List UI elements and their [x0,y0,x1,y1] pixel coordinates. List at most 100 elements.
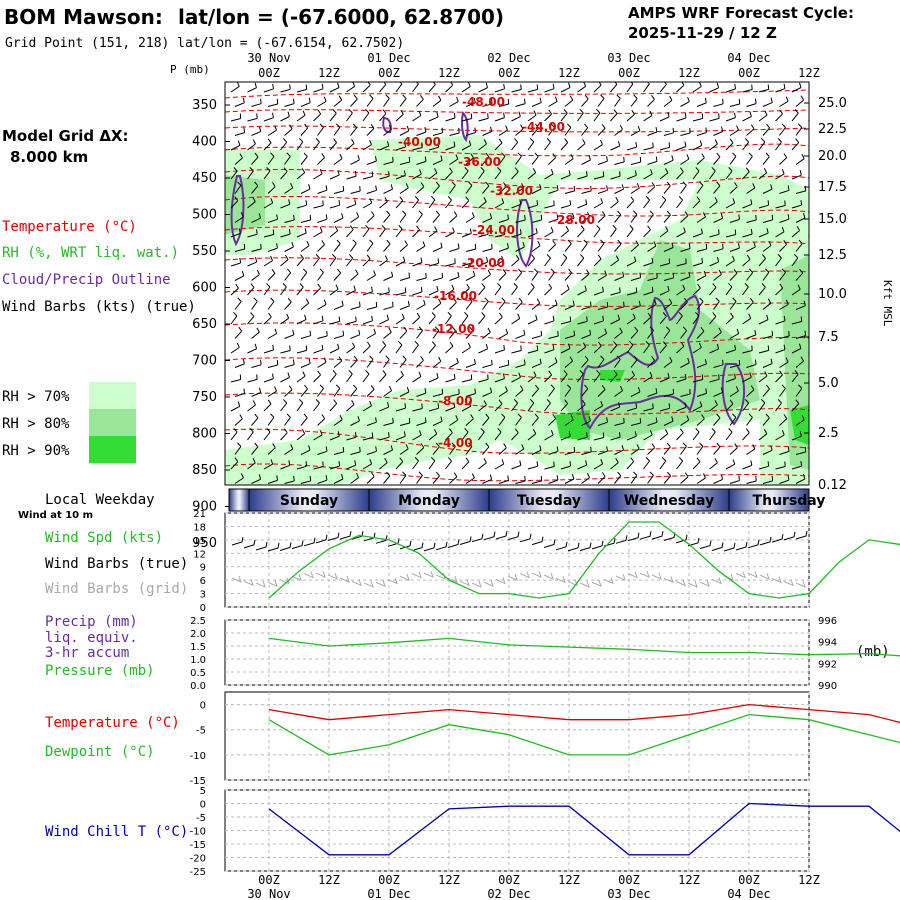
time-tick-label: 00Z [258,873,280,887]
cloud-outline [382,116,392,134]
temperature-contour [225,257,809,275]
cloud-outline [230,175,245,247]
precip-accum-label: 3-hr accum [45,645,129,661]
precip-tick-label: 0.0 [190,681,206,692]
time-tick-label: 00Z [738,873,760,887]
pressure-tick-label: 800 [192,427,217,442]
temperature-contour [225,289,809,307]
time-tick-label: 12Z [318,873,340,887]
y-tick-label: 9 [200,563,206,574]
precip-tick-label: 2.5 [190,616,206,627]
pressure-axis-label: P (mb) [170,63,210,76]
temperature-contour [225,226,809,245]
height-tick-label: 25.0 [818,96,847,111]
weekday-label: Local Weekday [45,492,155,508]
wind-speed-label: Wind Spd (kts) [45,530,163,546]
weekday-day-label: Tuesday [517,493,581,509]
wind-height-note: Wind at 10 m [18,510,93,521]
temperature-contour [225,463,809,482]
time-tick-label: 12Z [558,873,580,887]
time-tick-label: 00Z [378,66,400,80]
y-tick-label: -5 [196,813,206,824]
panel-frame [224,512,810,608]
weekday-cell [489,489,609,511]
y-tick-label: 6 [200,576,206,587]
pressure-tick-label: 500 [192,208,217,223]
cross-section-frame [224,81,810,486]
model-grid-value: 8.000 km [10,148,88,166]
wind-speed-line [268,521,900,599]
pressure-tick-label: 900 [192,500,217,515]
y-tick-label: 12 [193,549,206,560]
precip-liq-label: liq. equiv. [45,630,138,646]
time-tick-label: 12Z [678,66,700,80]
temperature-contour-label: -20.00 [462,256,505,270]
pressure-tick-label: 990 [818,681,837,692]
rh-shading [560,240,760,440]
time-axis: 00Z 12Z 00Z 12Z 00Z 12Z 00Z 12Z 00Z 12Z 30 Nov 01 D… [247,51,820,900]
rh-shading [555,410,590,440]
pressure-tick-label: 450 [192,171,217,186]
temperature-contour [225,89,809,99]
weekday-frame [228,488,810,512]
date-label: 02 Dec [487,51,530,65]
weekday-day-label: Thursday [753,493,826,509]
y-tick-label: -20 [190,854,206,865]
y-tick-label: -10 [190,751,206,762]
y-tick-label: 21 [193,509,206,520]
time-tick-label: 12Z [438,873,460,887]
rh-legend-label: RH > 90% [2,443,70,459]
height-tick-label: 0.12 [818,478,847,493]
cross-section-panel: -48.00 -44.00 -40.00 -36.00 -32.00 -28.00 -24.… [170,63,894,551]
rh-legend-swatch [89,436,136,463]
wind-barbs-grid-label: Wind Barbs (grid) [45,581,188,597]
weekday-day-label: Wednesday [624,493,714,509]
time-tick-label: 12Z [678,873,700,887]
temperature-line [268,703,900,724]
temperature-contour-label: -36.00 [458,155,501,169]
cross-section-field [225,82,809,485]
time-tick-label: 00Z [498,66,520,80]
weekday-day-label: Monday [398,493,460,509]
wind-chill-panel: 5 0 -5 -10 -15 -20 -25 Wind Chill T (°C) [45,786,900,878]
date-label: 30 Nov [247,51,290,65]
cloud-outline [721,363,746,426]
time-tick-label: 12Z [798,873,820,887]
temperature-contour-label: -16.00 [434,289,477,303]
weekday-cell [609,489,729,511]
weekday-band: Local Weekday Wind at 10 m Sunday Monday Tue… [18,488,826,521]
precip-label: Precip (mm) [45,614,138,630]
temperature-contour [225,143,809,157]
temperature-contour [225,322,809,346]
temperature-contour-label: -28.00 [552,213,595,227]
temperature-contour-label: -4.00 [438,436,473,450]
pressure-tick-label: 350 [192,98,217,113]
grid-point-text: Grid Point (151, 218) lat/lon = (-67.615… [5,36,404,51]
temperature-contour [225,428,809,454]
pressure-panel: 0.0 0.5 1.0 1.5 2.0 2.5 990 992 994 996 (mb) Precip… [45,614,900,692]
precip-tick-label: 1.0 [190,655,206,666]
date-label: 02 Dec [487,887,530,900]
height-tick-label: 5.0 [818,376,839,391]
legend-wind-barbs: Wind Barbs (kts) (true) [2,299,196,315]
pressure-tick-label: 550 [192,244,217,259]
height-tick-label: 12.5 [818,248,847,263]
y-tick-label: 15 [193,536,206,547]
precip-tick-label: 1.5 [190,642,206,653]
date-label: 30 Nov [247,887,290,900]
time-tick-label: 12Z [318,66,340,80]
y-tick-label: 0 [200,800,206,811]
y-tick-label: 18 [193,522,206,533]
pressure-unit-label: (mb) [856,644,890,660]
y-tick-label: 0 [200,603,206,614]
time-tick-label: 00Z [618,873,640,887]
wind-barbs-grid [231,570,806,588]
date-label: 03 Dec [607,51,650,65]
pressure-label: Pressure (mb) [45,663,155,679]
legend-temperature: Temperature (°C) [2,219,137,235]
legend-cloud-outline: Cloud/Precip Outline [2,272,171,288]
forecast-cycle-value: 2025-11-29 / 12 Z [628,24,777,42]
time-tick-label: 00Z [498,873,520,887]
pressure-tick-label: 992 [818,659,837,670]
